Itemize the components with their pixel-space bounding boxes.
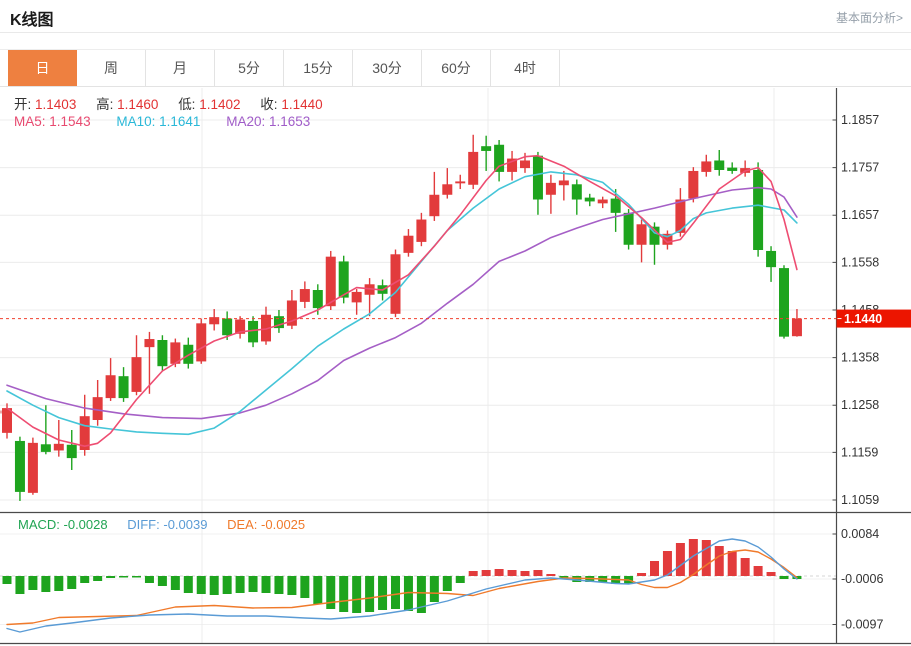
tab-60min[interactable]: 60分: [422, 50, 491, 86]
page-title: K线图: [10, 12, 54, 29]
header-divider: [0, 32, 911, 33]
svg-text:0.0084: 0.0084: [841, 527, 879, 541]
svg-text:-0.0006: -0.0006: [841, 572, 883, 586]
fundamental-analysis-link[interactable]: 基本面分析>: [835, 11, 903, 25]
tab-15min[interactable]: 15分: [284, 50, 353, 86]
tab-week[interactable]: 周: [77, 50, 146, 86]
price-axis: 1.18571.17571.16571.15581.14581.13581.12…: [0, 88, 911, 645]
tab-5min[interactable]: 5分: [215, 50, 284, 86]
macd-panel: [2, 538, 802, 633]
period-tabbar: 日 周 月 5分 15分 30分 60分 4时: [8, 50, 560, 86]
svg-text:-0.0097: -0.0097: [841, 618, 883, 632]
svg-text:1.1757: 1.1757: [841, 161, 879, 175]
tab-4hour[interactable]: 4时: [491, 50, 560, 86]
svg-text:1.1358: 1.1358: [841, 351, 879, 365]
svg-text:1.1558: 1.1558: [841, 255, 879, 269]
svg-text:1.1059: 1.1059: [841, 493, 879, 507]
svg-text:1.1258: 1.1258: [841, 398, 879, 412]
tab-month[interactable]: 月: [146, 50, 215, 86]
current-price-tag: 1.1440: [836, 309, 911, 328]
svg-text:1.1440: 1.1440: [844, 312, 882, 326]
svg-text:1.1159: 1.1159: [841, 445, 878, 459]
tabbar-top-border: [0, 49, 911, 50]
tab-30min[interactable]: 30分: [353, 50, 422, 86]
candlestick-panel: [0, 134, 837, 501]
tab-day[interactable]: 日: [8, 50, 77, 86]
svg-text:1.1657: 1.1657: [841, 208, 879, 222]
tabbar-bottom-border: [0, 86, 911, 87]
svg-text:1.1857: 1.1857: [841, 113, 879, 127]
